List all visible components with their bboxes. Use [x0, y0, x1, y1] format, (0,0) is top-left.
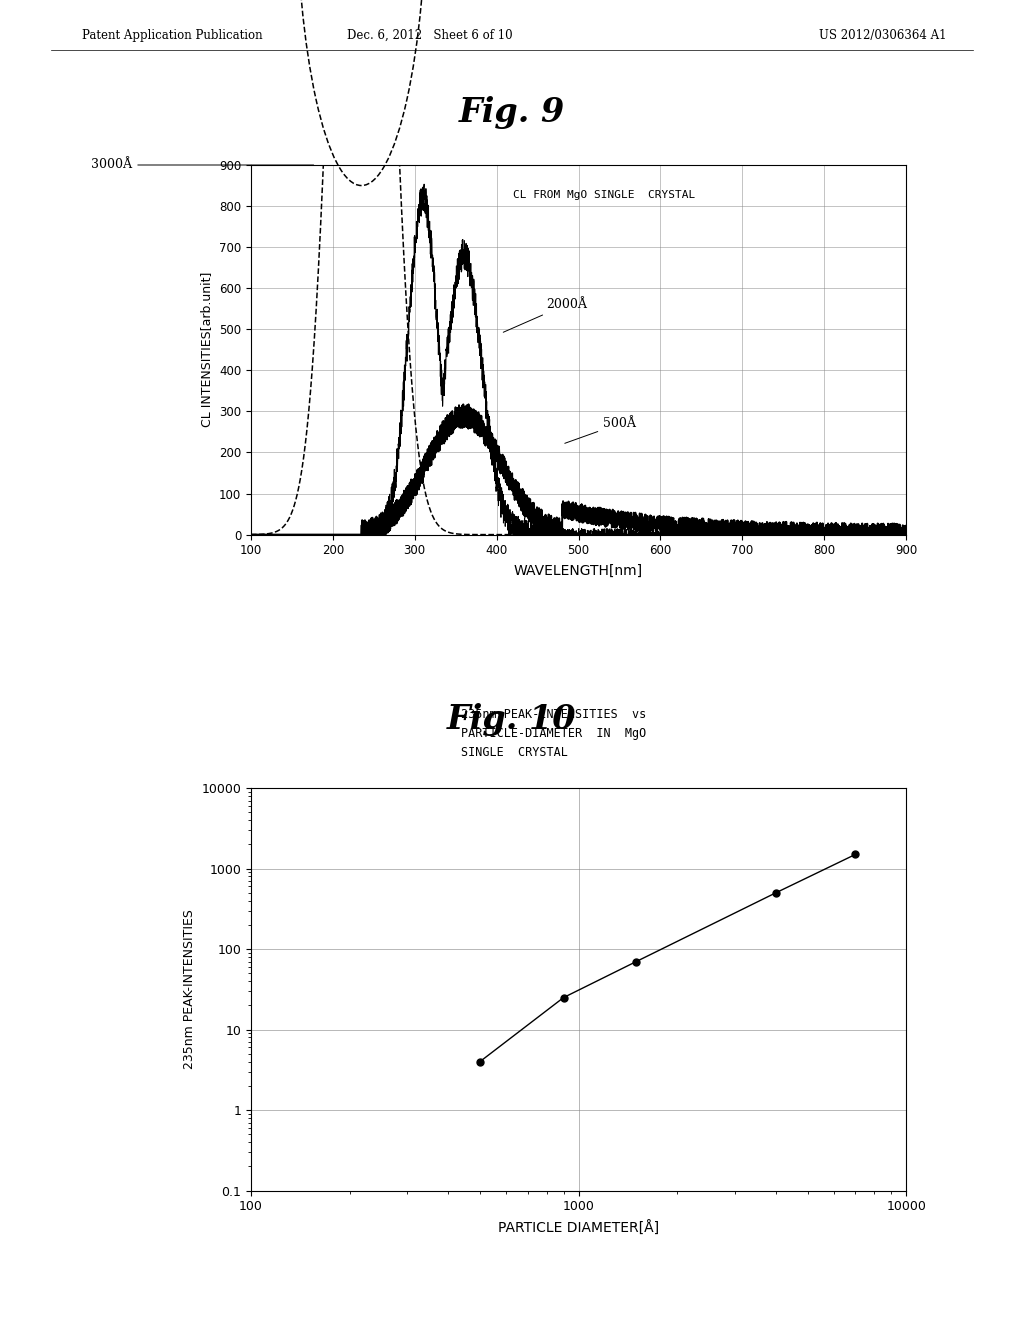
Y-axis label: 235nm PEAK-INTENSITIES: 235nm PEAK-INTENSITIES [182, 909, 196, 1069]
Text: 500Å: 500Å [565, 417, 636, 444]
Text: 3000Å: 3000Å [91, 158, 313, 172]
Text: Dec. 6, 2012   Sheet 6 of 10: Dec. 6, 2012 Sheet 6 of 10 [347, 29, 513, 42]
Text: CL FROM MgO SINGLE  CRYSTAL: CL FROM MgO SINGLE CRYSTAL [513, 190, 695, 199]
Text: Fig. 9: Fig. 9 [459, 96, 565, 129]
Text: Fig. 10: Fig. 10 [447, 702, 577, 737]
X-axis label: PARTICLE DIAMETER[Å]: PARTICLE DIAMETER[Å] [498, 1220, 659, 1236]
Y-axis label: CL INTENSITIES[arb.unit]: CL INTENSITIES[arb.unit] [201, 272, 213, 428]
X-axis label: WAVELENGTH[nm]: WAVELENGTH[nm] [514, 564, 643, 578]
Text: Patent Application Publication: Patent Application Publication [82, 29, 262, 42]
Text: US 2012/0306364 A1: US 2012/0306364 A1 [819, 29, 947, 42]
Text: 235nm-PEAK-INTENSITIES  vs
PARTICLE-DIAMETER  IN  MgO
SINGLE  CRYSTAL: 235nm-PEAK-INTENSITIES vs PARTICLE-DIAME… [461, 708, 646, 759]
Text: 2000Å: 2000Å [503, 298, 587, 333]
